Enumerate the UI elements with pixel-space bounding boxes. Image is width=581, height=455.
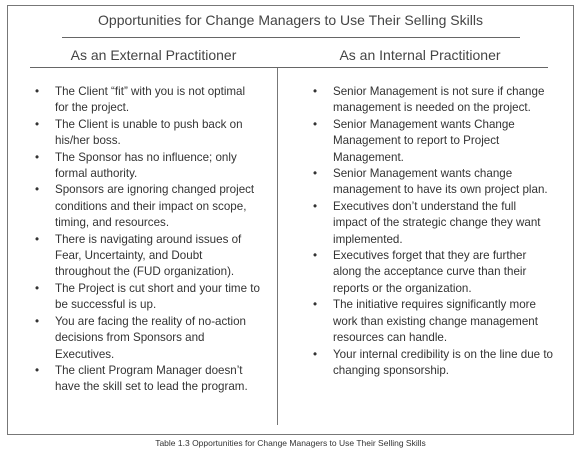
bullet-item: You are facing the reality of no-action … <box>35 314 260 363</box>
bullet-list: Senior Management is not sure if change … <box>313 84 553 379</box>
column-heading: As an Internal Practitioner <box>339 47 501 63</box>
heading-rule <box>30 67 548 68</box>
caption: Table 1.3 Opportunities for Change Manag… <box>155 438 426 448</box>
table-border <box>7 5 574 435</box>
bullet-item: The Client “fit” with you is not optimal… <box>35 84 260 117</box>
bullet-item: Senior Management wants Change Managemen… <box>313 117 553 166</box>
bullet-item: The client Program Manager doesn’t have … <box>35 363 260 396</box>
bullet-item: There is navigating around issues of Fea… <box>35 232 260 281</box>
bullet-item: The Client is unable to push back on his… <box>35 117 260 150</box>
bullet-list: The Client “fit” with you is not optimal… <box>35 84 260 396</box>
column-divider <box>277 68 278 425</box>
bullet-item: Senior Management is not sure if change … <box>313 84 553 117</box>
bullet-item: Your internal credibility is on the line… <box>313 347 553 380</box>
bullet-item: Executives forget that they are further … <box>313 248 553 297</box>
bullet-item: The Sponsor has no influence; only forma… <box>35 150 260 183</box>
bullet-item: The initiative requires significantly mo… <box>313 297 553 346</box>
bullet-item: Executives don’t understand the full imp… <box>313 199 553 248</box>
title-rule <box>62 37 520 38</box>
bullet-item: Sponsors are ignoring changed project co… <box>35 182 260 231</box>
bullet-item: Senior Management wants change managemen… <box>313 166 553 199</box>
column-heading: As an External Practitioner <box>70 47 237 63</box>
table-title: Opportunities for Change Managers to Use… <box>98 12 483 28</box>
bullet-item: The Project is cut short and your time t… <box>35 281 260 314</box>
